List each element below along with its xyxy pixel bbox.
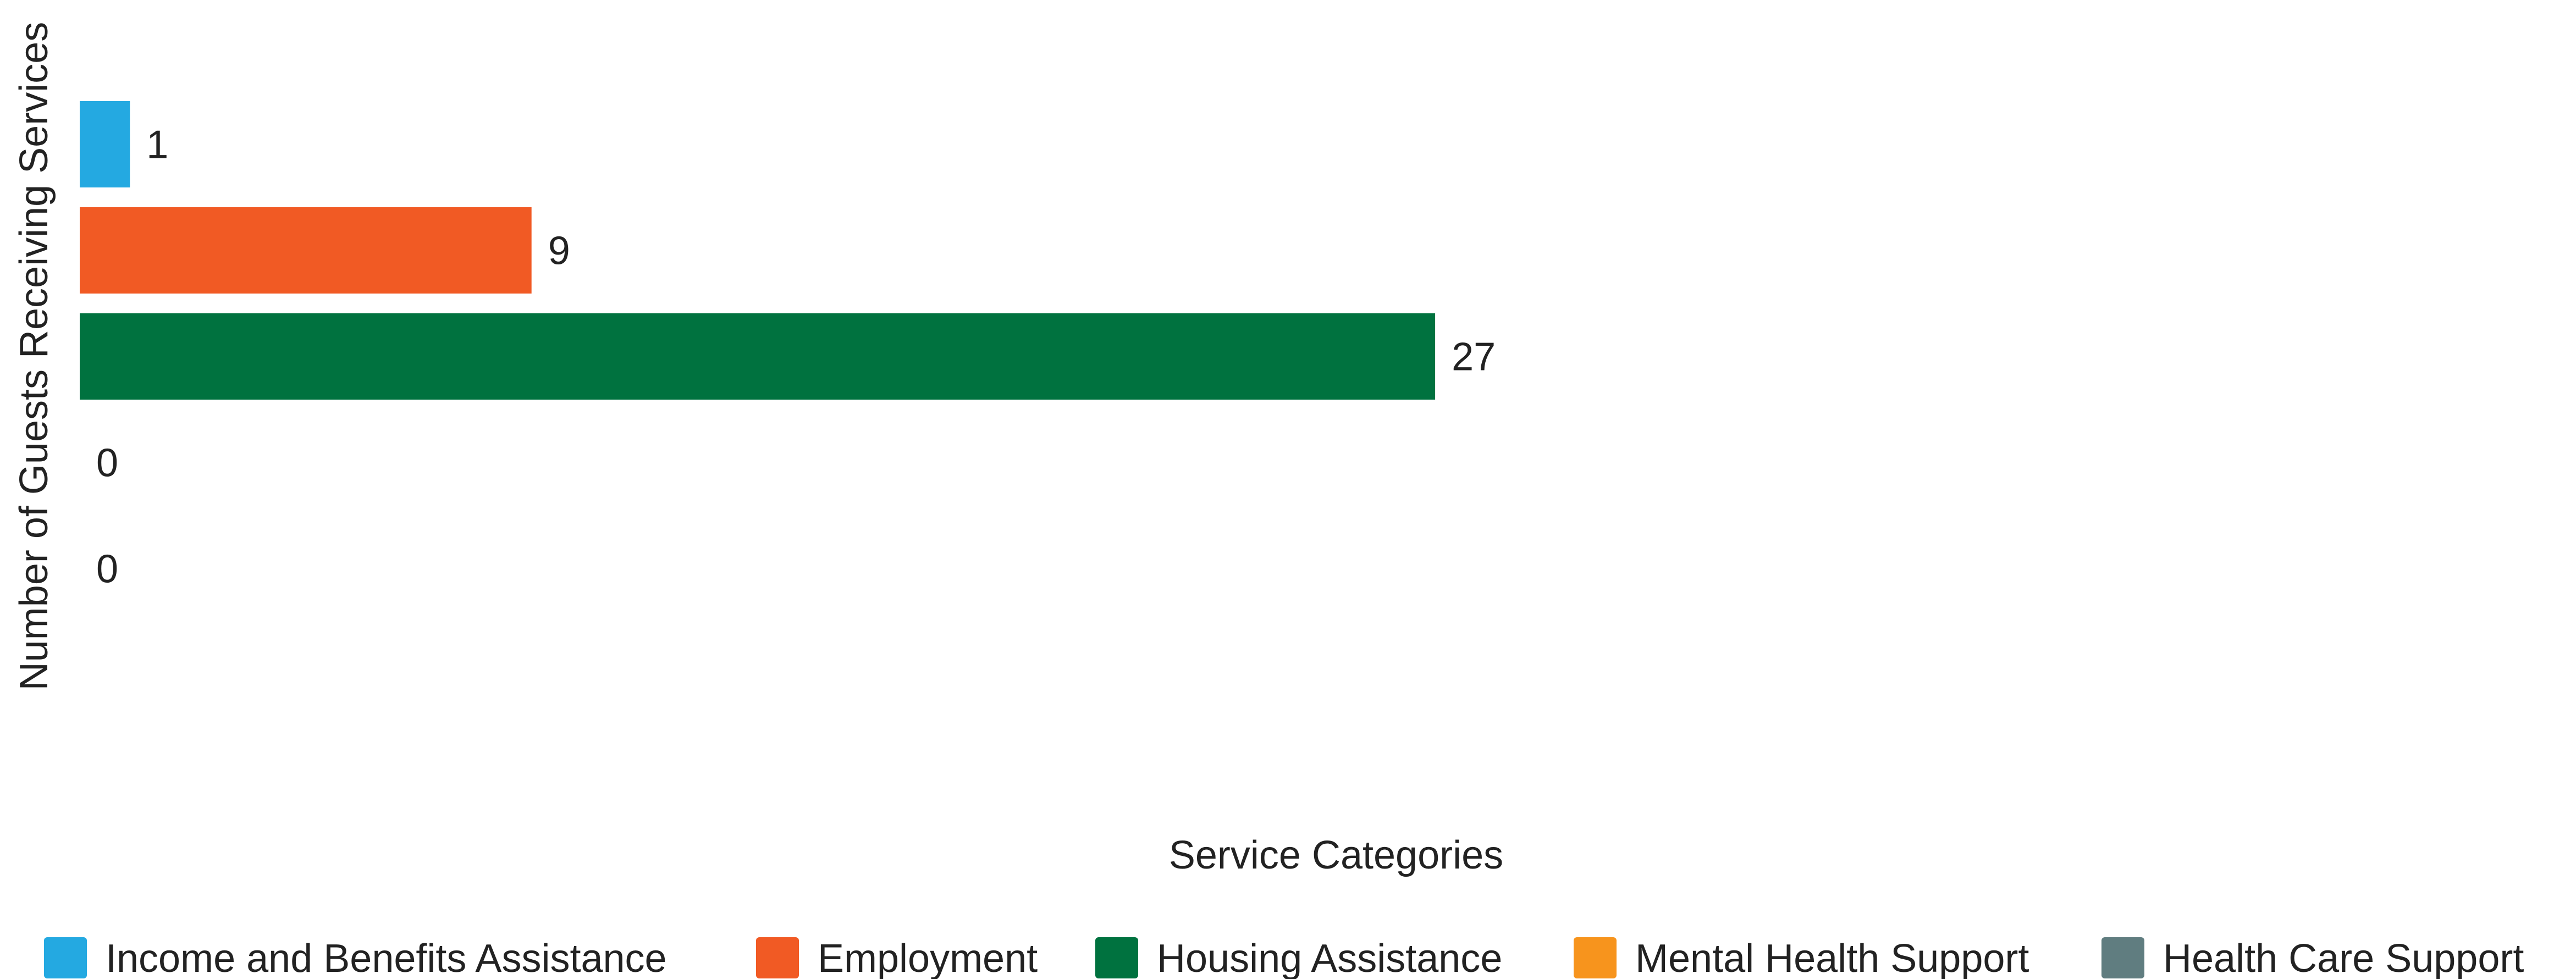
legend-swatch-employment: [756, 937, 799, 978]
legend: Income and Benefits Assistance Employment…: [44, 937, 2524, 979]
legend-label-mental-health-support: Mental Health Support: [1635, 937, 2029, 979]
data-label-income-and-benefits-assistance: 1: [146, 123, 168, 167]
legend-swatch-housing-assistance: [1095, 937, 1138, 978]
legend-label-income-and-benefits-assistance: Income and Benefits Assistance: [106, 937, 667, 979]
data-label-health-care-support: 0: [96, 547, 118, 591]
data-label-employment: 9: [548, 229, 570, 273]
legend-swatch-income-and-benefits-assistance: [44, 937, 87, 978]
legend-swatch-health-care-support: [2101, 937, 2144, 978]
bar-income-and-benefits-assistance: [80, 101, 130, 187]
legend-swatch-mental-health-support: [1574, 937, 1617, 978]
legend-label-housing-assistance: Housing Assistance: [1157, 937, 1502, 979]
plot-area: 1 9 27 0 0: [80, 101, 1496, 591]
legend-label-health-care-support: Health Care Support: [2163, 937, 2524, 979]
data-label-housing-assistance: 27: [1452, 335, 1496, 379]
y-axis-title: Number of Guests Receiving Services: [12, 22, 56, 690]
x-axis-title: Service Categories: [1169, 833, 1503, 877]
bar-housing-assistance: [80, 313, 1436, 400]
data-label-mental-health-support: 0: [96, 441, 118, 485]
legend-label-employment: Employment: [818, 937, 1038, 979]
bar-employment: [80, 207, 532, 294]
